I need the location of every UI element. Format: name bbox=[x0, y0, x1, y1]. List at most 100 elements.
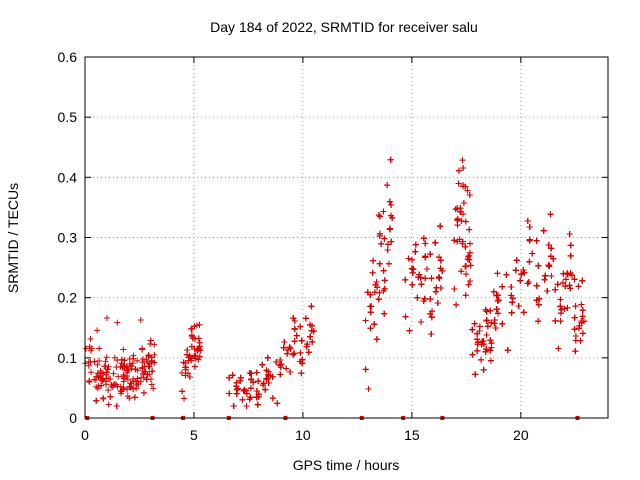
data-point bbox=[105, 387, 112, 394]
data-point bbox=[104, 314, 111, 321]
data-point bbox=[469, 326, 476, 333]
data-point bbox=[264, 354, 271, 361]
data-point bbox=[490, 288, 497, 295]
data-point bbox=[456, 236, 463, 243]
data-point bbox=[110, 370, 117, 377]
data-point bbox=[141, 368, 148, 375]
data-point bbox=[362, 317, 369, 324]
data-point bbox=[298, 370, 305, 377]
data-point bbox=[107, 393, 114, 400]
data-point bbox=[387, 156, 394, 163]
data-point bbox=[462, 243, 469, 250]
data-point bbox=[278, 361, 285, 368]
data-point bbox=[98, 382, 105, 389]
data-point bbox=[247, 394, 254, 401]
data-point bbox=[463, 271, 470, 278]
data-point bbox=[578, 301, 585, 308]
data-point bbox=[94, 370, 101, 377]
x-tick-label: 0 bbox=[81, 427, 89, 443]
data-point bbox=[464, 187, 471, 194]
data-point bbox=[462, 292, 469, 299]
data-point bbox=[367, 309, 374, 316]
data-point bbox=[186, 352, 193, 359]
data-point bbox=[571, 314, 578, 321]
data-point bbox=[141, 389, 148, 396]
data-point bbox=[276, 362, 283, 369]
data-point bbox=[237, 374, 244, 381]
data-point bbox=[432, 239, 439, 246]
data-point bbox=[555, 345, 562, 352]
data-point bbox=[535, 301, 542, 308]
data-point bbox=[182, 359, 189, 366]
data-point bbox=[428, 275, 435, 282]
data-point bbox=[561, 305, 568, 312]
data-point bbox=[191, 363, 198, 370]
data-point bbox=[138, 374, 145, 381]
data-point bbox=[508, 309, 515, 316]
data-point bbox=[253, 394, 260, 401]
data-point bbox=[525, 279, 532, 286]
data-point bbox=[376, 230, 383, 237]
data-point bbox=[293, 332, 300, 339]
data-point bbox=[277, 357, 284, 364]
data-point bbox=[487, 307, 494, 314]
data-point bbox=[554, 281, 561, 288]
data-point bbox=[308, 327, 315, 334]
data-point bbox=[291, 350, 298, 357]
data-point bbox=[111, 354, 118, 361]
data-point bbox=[291, 338, 298, 345]
data-point bbox=[572, 337, 579, 344]
y-tick-label: 0 bbox=[69, 410, 77, 426]
data-point bbox=[287, 369, 294, 376]
y-tick-label: 0.2 bbox=[58, 290, 78, 306]
data-point bbox=[427, 296, 434, 303]
data-point bbox=[437, 257, 444, 264]
data-point bbox=[535, 318, 542, 325]
data-point bbox=[455, 180, 462, 187]
data-point bbox=[86, 377, 93, 384]
data-point bbox=[464, 256, 471, 263]
data-point bbox=[578, 319, 585, 326]
data-point bbox=[367, 291, 374, 298]
data-point bbox=[254, 401, 261, 408]
data-point bbox=[520, 309, 527, 316]
data-point bbox=[557, 310, 564, 317]
data-point bbox=[474, 347, 481, 354]
data-point bbox=[472, 371, 479, 378]
data-point bbox=[303, 343, 310, 350]
x-axis-label: GPS time / hours bbox=[293, 457, 400, 473]
x-tick-label: 5 bbox=[190, 427, 198, 443]
data-point bbox=[422, 253, 429, 260]
data-point bbox=[100, 395, 107, 402]
data-point bbox=[102, 363, 109, 370]
data-point bbox=[499, 283, 506, 290]
data-point bbox=[115, 373, 122, 380]
data-point bbox=[291, 325, 298, 332]
data-point bbox=[179, 388, 186, 395]
data-point bbox=[230, 402, 237, 409]
data-point bbox=[367, 325, 374, 332]
data-point bbox=[437, 223, 444, 230]
data-point bbox=[488, 344, 495, 351]
data-point bbox=[130, 385, 137, 392]
data-point bbox=[181, 395, 188, 402]
data-point bbox=[381, 310, 388, 317]
data-point bbox=[118, 356, 125, 363]
data-point bbox=[494, 292, 501, 299]
data-point bbox=[371, 289, 378, 296]
data-point bbox=[146, 363, 153, 370]
data-point bbox=[406, 327, 413, 334]
data-point bbox=[188, 325, 195, 332]
data-point bbox=[121, 363, 128, 370]
data-point bbox=[127, 384, 134, 391]
data-point bbox=[552, 286, 559, 293]
data-point bbox=[148, 354, 155, 361]
chart-title: Day 184 of 2022, SRMTID for receiver sal… bbox=[210, 19, 478, 35]
data-point bbox=[385, 260, 392, 267]
data-point bbox=[240, 388, 247, 395]
y-tick-label: 0.4 bbox=[58, 169, 78, 185]
data-point bbox=[459, 238, 466, 245]
data-point bbox=[471, 320, 478, 327]
data-point bbox=[567, 252, 574, 259]
data-point bbox=[436, 275, 443, 282]
